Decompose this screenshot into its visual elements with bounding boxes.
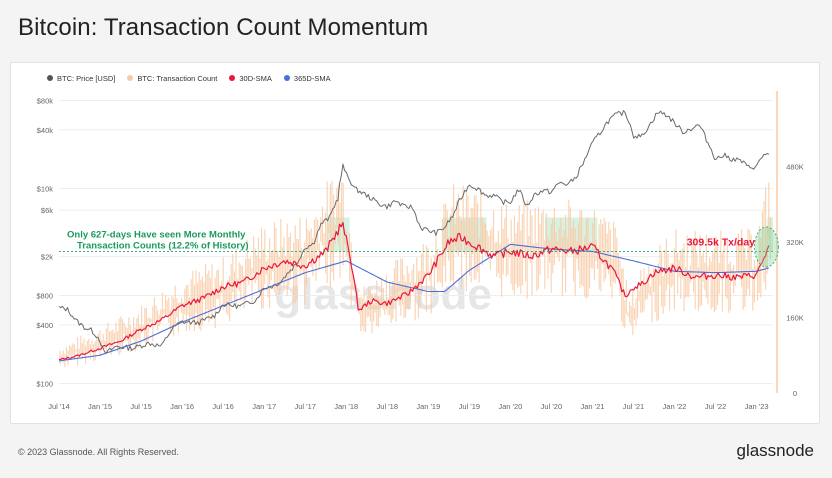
legend-item-30d-sma[interactable]: 30D-SMA	[229, 74, 272, 83]
y-left-tick-label: $100	[36, 380, 53, 389]
legend-label-tx-count: BTC: Transaction Count	[137, 73, 218, 83]
legend-swatch-30d-sma	[229, 75, 236, 81]
y-left-tick-label: $80k	[37, 96, 54, 105]
x-tick-label: Jul '20	[541, 402, 562, 411]
x-tick-label: Jan '19	[416, 402, 440, 411]
page-title: Bitcoin: Transaction Count Momentum	[18, 14, 429, 41]
legend-label-price: BTC: Price [USD]	[57, 73, 116, 83]
legend-item-price[interactable]: BTC: Price [USD]	[47, 74, 115, 83]
x-tick-label: Jul '15	[130, 402, 151, 411]
x-tick-label: Jan '21	[580, 402, 604, 411]
y-left-tick-label: $800	[36, 291, 53, 300]
chart-panel: BTC: Price [USD] BTC: Transaction Count …	[10, 62, 820, 424]
x-tick-label: Jan '22	[663, 402, 687, 411]
legend-item-365d-sma[interactable]: 365D-SMA	[283, 73, 331, 83]
price-line	[58, 110, 770, 354]
x-tick-label: Jan '18	[334, 402, 358, 411]
legend-swatch-tx-count	[127, 75, 134, 81]
y-left-tick-label: $2k	[41, 253, 53, 262]
legend-swatch-365d-sma	[283, 75, 290, 81]
chart-legend: BTC: Price [USD] BTC: Transaction Count …	[47, 71, 331, 85]
x-tick-label: Jan '23	[745, 402, 769, 411]
threshold-annotation-line1: Only 627-days Have seen More Monthly	[67, 229, 246, 240]
sma-30d-line	[58, 222, 770, 361]
y-right-tick-label: 0	[793, 389, 797, 398]
y-left-tick-label: $40k	[37, 126, 54, 135]
current-value-label: 309.5k Tx/day	[687, 236, 755, 248]
legend-swatch-price	[47, 75, 53, 81]
copyright-text: © 2023 Glassnode. All Rights Reserved.	[18, 447, 179, 457]
y-left-tick-label: $10k	[37, 185, 54, 194]
x-tick-label: Jul '17	[294, 402, 315, 411]
x-tick-label: Jul '19	[459, 402, 480, 411]
legend-label-365d-sma: 365D-SMA	[293, 73, 331, 83]
y-left-tick-label: $400	[36, 321, 53, 330]
y-right-tick-label: 320K	[786, 238, 804, 247]
x-tick-label: Jan '15	[88, 402, 112, 411]
legend-label-30d-sma: 30D-SMA	[239, 73, 272, 83]
threshold-annotation-line2: Transaction Counts (12.2% of History)	[77, 240, 249, 251]
y-right-tick-label: 160K	[786, 314, 804, 323]
x-tick-label: Jul '21	[623, 402, 644, 411]
x-tick-label: Jul '18	[377, 402, 398, 411]
x-tick-label: Jul '16	[212, 402, 233, 411]
current-value-highlight	[754, 226, 779, 268]
highlight-region	[544, 217, 598, 252]
chart-plot-area: glassnode $100$400$800$2k$6k$10k$40k$80k…	[36, 91, 804, 411]
legend-item-tx-count[interactable]: BTC: Transaction Count	[127, 74, 217, 83]
x-tick-label: Jul '14	[48, 402, 69, 411]
brand-logo: glassnode	[736, 441, 814, 460]
x-tick-label: Jan '20	[498, 402, 522, 411]
y-right-tick-label: 480K	[786, 163, 804, 172]
y-left-tick-label: $6k	[41, 206, 53, 215]
tx-count-series	[59, 180, 771, 368]
x-tick-label: Jan '16	[170, 402, 194, 411]
x-tick-label: Jan '17	[252, 402, 276, 411]
x-tick-label: Jul '22	[705, 402, 726, 411]
